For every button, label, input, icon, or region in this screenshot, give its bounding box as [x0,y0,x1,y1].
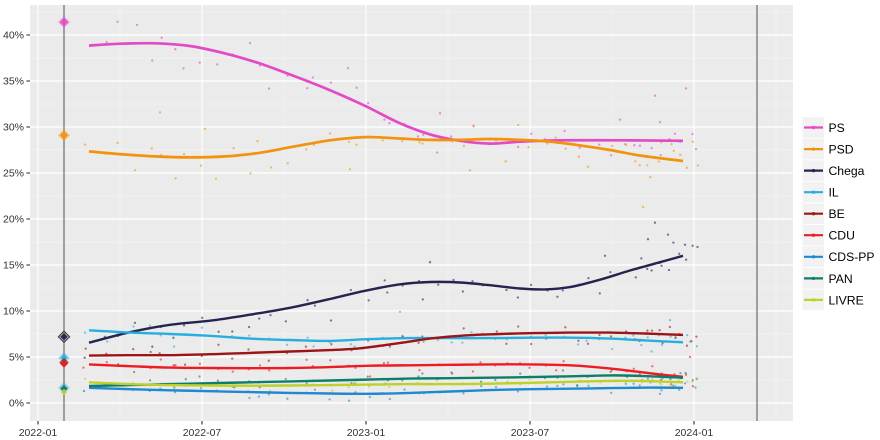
svg-text:2022-01: 2022-01 [19,427,58,439]
svg-text:10%: 10% [3,306,24,318]
svg-text:2024-01: 2024-01 [675,427,714,439]
svg-text:PS: PS [829,121,845,135]
svg-text:15%: 15% [3,260,24,272]
svg-text:CDU: CDU [829,229,855,243]
svg-text:LIVRE: LIVRE [829,293,864,307]
svg-text:PSD: PSD [829,143,854,157]
svg-text:40%: 40% [3,30,24,42]
svg-text:20%: 20% [3,214,24,226]
svg-text:35%: 35% [3,76,24,88]
svg-text:25%: 25% [3,168,24,180]
svg-text:2022-07: 2022-07 [183,427,222,439]
svg-text:2023-01: 2023-01 [347,427,386,439]
svg-text:CDS-PP: CDS-PP [829,250,875,264]
svg-text:BE: BE [829,207,845,221]
svg-text:PAN: PAN [829,272,853,286]
svg-text:2023-07: 2023-07 [511,427,550,439]
svg-text:IL: IL [829,186,839,200]
svg-text:5%: 5% [9,352,24,364]
svg-text:30%: 30% [3,122,24,134]
svg-text:0%: 0% [9,398,24,410]
svg-text:Chega: Chega [829,164,865,178]
